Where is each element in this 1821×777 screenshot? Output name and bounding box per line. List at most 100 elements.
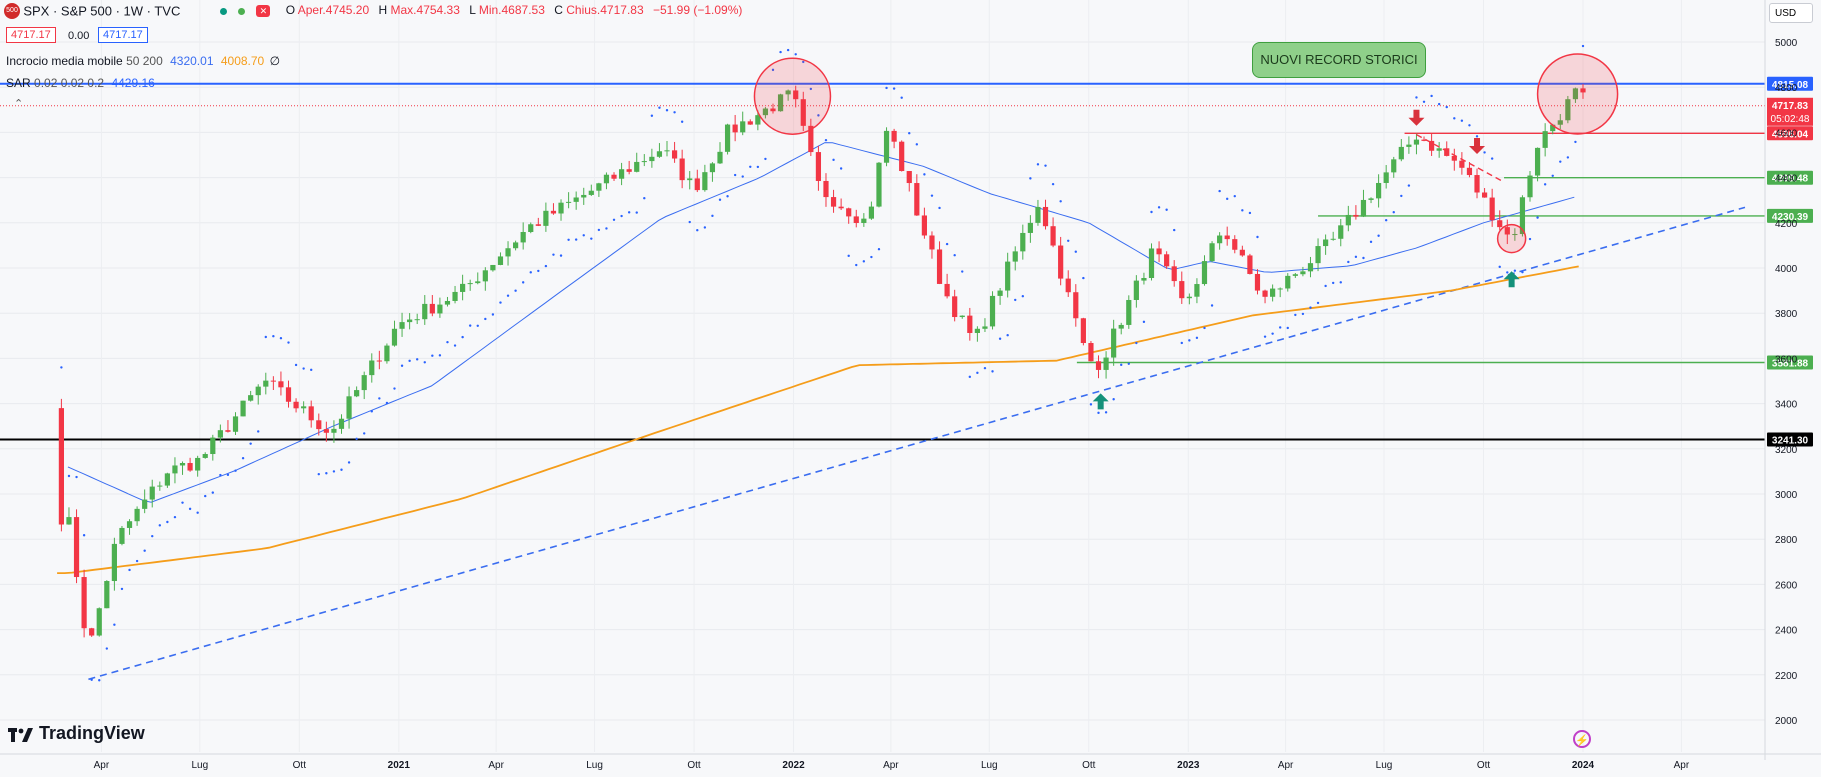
candle-body bbox=[1527, 175, 1533, 198]
sar-dot bbox=[393, 387, 396, 390]
tv-logo-icon bbox=[8, 726, 34, 743]
candle-body bbox=[316, 420, 322, 430]
candle-body bbox=[255, 386, 261, 396]
candle-body bbox=[157, 485, 163, 487]
sar-dot bbox=[1210, 304, 1214, 307]
candle-body bbox=[217, 430, 223, 438]
sar-dot bbox=[529, 271, 532, 274]
candle-body bbox=[1118, 324, 1124, 329]
sar-dot bbox=[438, 354, 442, 357]
candle-body bbox=[391, 328, 398, 346]
candle-body bbox=[1436, 148, 1442, 151]
sar-dot bbox=[741, 175, 744, 178]
sar-dot bbox=[287, 341, 290, 344]
time-tick-label: 2021 bbox=[388, 760, 411, 771]
lightning-icon[interactable]: ⚡ bbox=[1573, 730, 1591, 748]
resistance-trendline bbox=[1416, 134, 1505, 183]
sar-dot bbox=[1407, 184, 1411, 187]
sar-dot bbox=[1120, 363, 1123, 367]
price-tick-label: 2800 bbox=[1775, 535, 1798, 546]
sar-dot bbox=[1559, 160, 1562, 163]
price-level-tag bbox=[1767, 76, 1813, 91]
candle-body bbox=[1073, 292, 1079, 319]
sar-dot bbox=[1498, 265, 1501, 269]
candle-body bbox=[1270, 288, 1276, 297]
sar-dot bbox=[1377, 234, 1380, 237]
candle-body bbox=[1239, 249, 1245, 256]
candle-body bbox=[1330, 238, 1336, 240]
sar-dot bbox=[1415, 96, 1418, 99]
tradingview-logo[interactable]: TradingView bbox=[8, 722, 145, 744]
ohlc-high: H Max.4754.33 bbox=[378, 3, 460, 18]
time-tick-label: Apr bbox=[1674, 760, 1690, 771]
sell-button[interactable]: 4717.17 bbox=[6, 27, 56, 43]
price-tick-label: 4600 bbox=[1775, 128, 1798, 139]
candle-body bbox=[1292, 274, 1298, 276]
candle-body bbox=[142, 499, 148, 509]
time-tick-label: Apr bbox=[883, 760, 899, 771]
price-tick-label: 2600 bbox=[1775, 580, 1798, 591]
candle-body bbox=[475, 281, 481, 284]
sar-dot bbox=[1044, 164, 1047, 167]
currency-selector[interactable]: USD bbox=[1769, 3, 1813, 23]
candle-body bbox=[755, 115, 761, 125]
price-axis: 2000 2200 2400 2600 2800 3000 3200 3400 3600 3800… bbox=[1764, 0, 1798, 760]
price-level-label: 4230.39 bbox=[1772, 212, 1809, 223]
sar-dot bbox=[643, 197, 646, 200]
sar-dot bbox=[385, 401, 389, 405]
symbol-row: 500 SPX · S&P 500 · 1W · TVC ✕ O Aper.47… bbox=[4, 3, 742, 19]
sar-dot bbox=[771, 68, 775, 72]
candle-body bbox=[1035, 206, 1041, 223]
alert-icon[interactable]: ✕ bbox=[256, 5, 271, 17]
sar-dot bbox=[1543, 183, 1547, 186]
candle-body bbox=[1027, 222, 1033, 233]
sar-dot bbox=[1165, 208, 1168, 211]
candle-body bbox=[694, 178, 700, 191]
sar-dot bbox=[90, 678, 93, 682]
collapse-legend-icon[interactable]: ⌃ bbox=[14, 98, 24, 110]
highlight-circle bbox=[1536, 53, 1619, 135]
candle-body bbox=[422, 303, 428, 320]
candle-body bbox=[301, 406, 307, 409]
sar-dot bbox=[786, 48, 790, 52]
price-level-label: 3241.30 bbox=[1772, 435, 1809, 446]
sar-dot bbox=[635, 211, 638, 214]
candle-body bbox=[876, 162, 882, 207]
sar-dot bbox=[1029, 177, 1032, 180]
sar-dot bbox=[196, 511, 199, 514]
highlight-circle bbox=[1496, 223, 1527, 254]
candle-body bbox=[376, 360, 382, 362]
candle-body bbox=[687, 178, 693, 181]
sar-dot bbox=[325, 472, 328, 475]
candle-body bbox=[1580, 88, 1586, 93]
candle-body bbox=[134, 508, 140, 522]
sar-dot bbox=[113, 623, 116, 626]
sar-dot bbox=[279, 336, 283, 340]
sar-legend[interactable]: SAR 0.02 0.02 0.2 4429.16 bbox=[6, 76, 155, 90]
candle-body bbox=[1466, 167, 1473, 176]
market-status-icon bbox=[219, 7, 227, 15]
sar-dot bbox=[241, 456, 245, 460]
candle-body bbox=[1451, 155, 1457, 161]
time-tick-label: Ott bbox=[1477, 760, 1491, 771]
candle-body bbox=[1088, 343, 1094, 362]
buy-button[interactable]: 4717.17 bbox=[98, 27, 148, 43]
sar-dot bbox=[1513, 269, 1517, 272]
sar-dot bbox=[1226, 197, 1229, 201]
sar-dot bbox=[1460, 119, 1464, 122]
ma-legend[interactable]: Incrocio media mobile 50 200 4320.01 400… bbox=[6, 54, 281, 68]
spread-value: 0.00 bbox=[68, 30, 90, 42]
sar-dot bbox=[885, 86, 888, 90]
price-tick-label: 3000 bbox=[1775, 490, 1798, 501]
candle-body bbox=[225, 430, 231, 432]
candle-body bbox=[1323, 239, 1329, 247]
sar-dot bbox=[680, 120, 684, 123]
price-levels: 4815.08 4596.04 4399.48 4230.39 3581.88 3241.… bbox=[0, 76, 1813, 447]
sar-dot bbox=[234, 469, 237, 472]
sar-dot bbox=[514, 289, 517, 292]
candle-body bbox=[1111, 328, 1117, 358]
ma200-line bbox=[57, 265, 1579, 574]
price-level-label: 4596.04 bbox=[1772, 129, 1809, 140]
symbol-title[interactable]: SPX · S&P 500 · 1W · TVC bbox=[23, 3, 181, 19]
